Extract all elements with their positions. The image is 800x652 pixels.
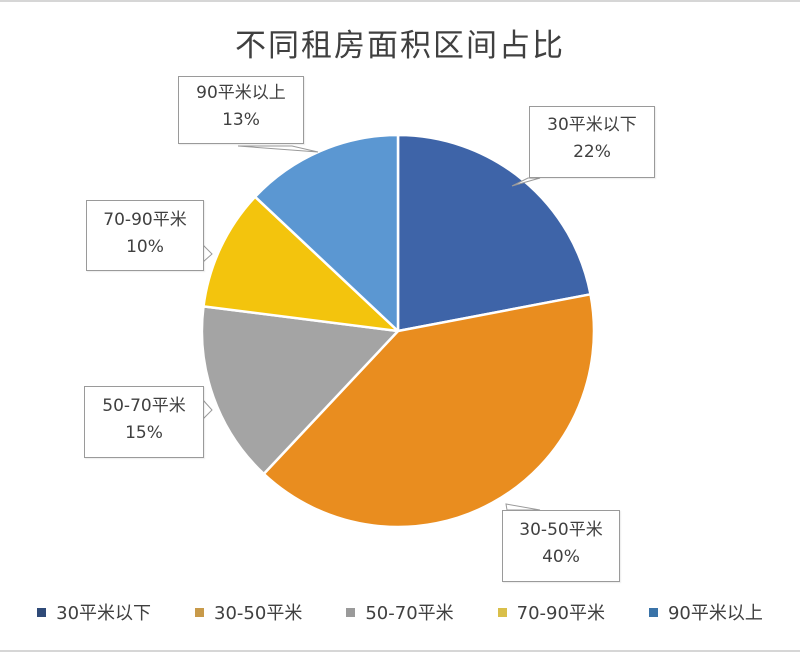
legend-swatch-icon bbox=[37, 607, 47, 617]
callout-value: 22% bbox=[573, 142, 611, 162]
callout-tail-over-90 bbox=[237, 145, 319, 153]
chart-legend: 30平米以下 30-50平米 50-70平米 70-90平米 90平米以上 bbox=[0, 598, 800, 626]
legend-label: 30平米以下 bbox=[56, 603, 152, 624]
callout-under-30: 30平米以下 22% bbox=[529, 106, 655, 178]
legend-swatch-icon bbox=[497, 607, 507, 617]
bottom-border bbox=[0, 650, 800, 652]
legend-swatch-icon bbox=[346, 607, 356, 617]
slice-30-50[interactable] bbox=[262, 293, 596, 529]
callout-30-50: 30-50平米 40% bbox=[502, 510, 620, 582]
callout-tail-under-30 bbox=[511, 177, 541, 187]
callout-label: 30平米以下 bbox=[547, 115, 637, 135]
callout-value: 13% bbox=[222, 110, 260, 130]
callout-label: 30-50平米 bbox=[519, 520, 603, 540]
callout-tail-50-70 bbox=[202, 398, 213, 421]
legend-item-50-70[interactable]: 50-70平米 bbox=[346, 599, 454, 625]
slice-50-70[interactable] bbox=[200, 305, 400, 476]
callout-value: 10% bbox=[126, 237, 164, 257]
legend-label: 90平米以上 bbox=[667, 603, 763, 624]
callout-value: 40% bbox=[542, 547, 580, 567]
legend-swatch-icon bbox=[195, 607, 205, 617]
top-border bbox=[0, 0, 800, 2]
slice-70-90[interactable] bbox=[202, 195, 400, 333]
callout-value: 15% bbox=[125, 423, 163, 443]
callout-70-90: 70-90平米 10% bbox=[86, 200, 204, 271]
callout-label: 70-90平米 bbox=[103, 210, 187, 230]
callout-50-70: 50-70平米 15% bbox=[84, 386, 204, 458]
callout-label: 90平米以上 bbox=[196, 83, 286, 103]
legend-item-30-50[interactable]: 30-50平米 bbox=[195, 599, 302, 625]
legend-label: 30-50平米 bbox=[214, 603, 303, 624]
callout-label: 50-70平米 bbox=[102, 396, 186, 416]
callout-tail-70-90 bbox=[202, 243, 213, 264]
legend-label: 50-70平米 bbox=[365, 603, 454, 624]
slice-over-90[interactable] bbox=[253, 133, 400, 333]
legend-item-under-30[interactable]: 30平米以下 bbox=[37, 599, 151, 625]
callout-over-90: 90平米以上 13% bbox=[178, 76, 304, 144]
legend-label: 70-90平米 bbox=[516, 603, 605, 624]
legend-item-over-90[interactable]: 90平米以上 bbox=[648, 599, 763, 625]
legend-swatch-icon bbox=[648, 607, 658, 617]
legend-item-70-90[interactable]: 70-90平米 bbox=[497, 599, 605, 625]
chart-title: 不同租房面积区间占比 bbox=[235, 28, 565, 64]
